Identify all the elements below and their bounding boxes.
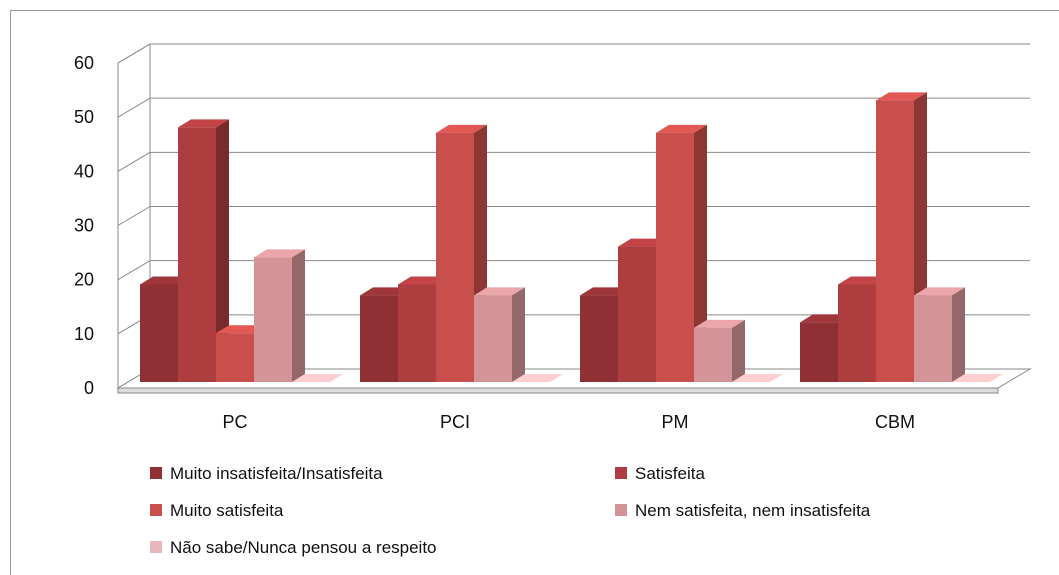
gridline-side: [117, 151, 151, 172]
bar-top: [656, 124, 707, 133]
bar-front: [618, 246, 656, 382]
bar-side: [512, 287, 525, 382]
bar-front: [436, 132, 474, 382]
gridline-side: [117, 206, 151, 226]
bar: [952, 374, 1003, 383]
bar-front: [838, 284, 876, 382]
legend: Muito insatisfeita/Insatisfeita Satisfeit…: [150, 464, 871, 557]
bar-front: [580, 295, 618, 382]
legend-label: Satisfeita: [635, 464, 705, 483]
bar-top: [694, 319, 745, 328]
legend-label: Muito insatisfeita/Insatisfeita: [170, 464, 383, 483]
x-tick-label: PC: [222, 412, 247, 432]
y-tick-label: 10: [74, 324, 94, 344]
bar-front: [254, 257, 292, 382]
bar-top: [732, 374, 783, 382]
legend-label: Não sabe/Nunca pensou a respeito: [170, 538, 437, 557]
legend-swatch: [615, 467, 627, 479]
legend-swatch: [150, 541, 162, 553]
y-tick-label: 30: [74, 216, 94, 236]
bar-top: [178, 119, 229, 128]
bar-top: [914, 287, 965, 296]
x-axis-ticks: PC PCI PM CBM: [222, 412, 915, 432]
legend-label: Nem satisfeita, nem insatisfeita: [635, 501, 871, 520]
bar-side: [216, 119, 229, 383]
bar-side: [292, 249, 305, 382]
bar: [694, 319, 745, 382]
legend-item: Nem satisfeita, nem insatisfeita: [615, 501, 871, 520]
bar-front: [656, 132, 694, 382]
bar: [732, 374, 783, 383]
legend-swatch: [150, 504, 162, 516]
legend-label: Muito satisfeita: [170, 501, 284, 520]
bar-top: [292, 374, 343, 382]
bar-side: [732, 319, 745, 382]
bar-top: [876, 92, 927, 101]
y-tick-label: 50: [74, 107, 94, 127]
bar-side: [694, 124, 707, 382]
bar-front: [474, 295, 512, 382]
bar: [512, 374, 563, 383]
bar-front: [140, 284, 178, 382]
bar: [178, 119, 229, 383]
legend-swatch: [150, 467, 162, 479]
chart-frame: [10, 10, 1059, 575]
bar-front: [914, 295, 952, 382]
legend-item: Satisfeita: [615, 464, 705, 483]
bar-top: [254, 249, 305, 258]
bar: [292, 374, 343, 383]
gridline-side: [117, 43, 151, 64]
bars: [140, 92, 1003, 383]
floor-edge: [117, 387, 999, 394]
bar-side: [952, 287, 965, 382]
bar-front: [216, 333, 254, 382]
gridline-side: [117, 260, 151, 281]
bar: [254, 249, 305, 382]
x-tick-label: CBM: [875, 412, 915, 432]
bar-front: [398, 284, 436, 382]
bar-top: [474, 287, 525, 296]
legend-item: Não sabe/Nunca pensou a respeito: [150, 538, 437, 557]
bar-front: [876, 100, 914, 382]
bar: [474, 287, 525, 382]
y-axis-ticks: 0 10 20 30 40 50 60: [74, 53, 94, 398]
legend-item: Muito insatisfeita/Insatisfeita: [150, 464, 383, 483]
bar-front: [178, 127, 216, 383]
bar-top: [952, 374, 1003, 382]
bar: [914, 287, 965, 382]
y-tick-label: 20: [74, 270, 94, 290]
bar: [656, 124, 707, 382]
bar-front: [800, 322, 838, 382]
bar-front: [360, 295, 398, 382]
bar-top: [512, 374, 563, 382]
gridline-side: [117, 97, 151, 118]
legend-swatch: [615, 504, 627, 516]
x-tick-label: PM: [662, 412, 689, 432]
y-tick-label: 60: [74, 53, 94, 73]
legend-item: Muito satisfeita: [150, 501, 284, 520]
y-tick-label: 0: [84, 378, 94, 398]
bar-front: [694, 327, 732, 382]
x-tick-label: PCI: [440, 412, 470, 432]
bar-top: [436, 124, 487, 133]
y-tick-label: 40: [74, 161, 94, 181]
